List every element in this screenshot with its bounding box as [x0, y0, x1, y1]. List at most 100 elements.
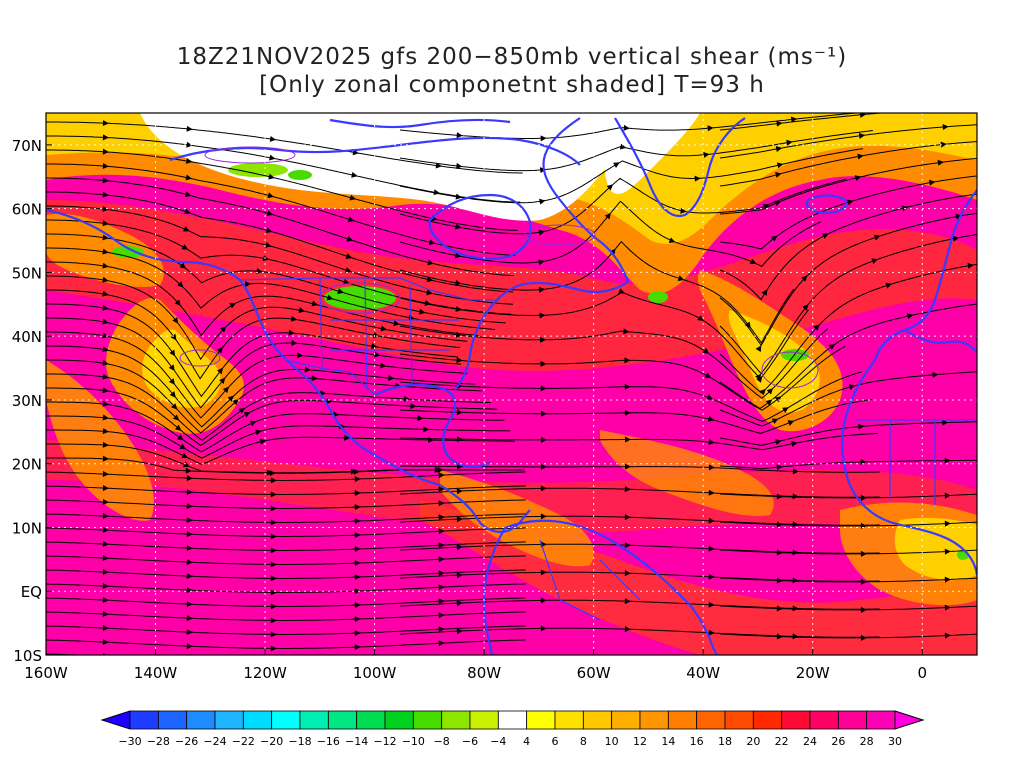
- streamline-arrow: [538, 286, 546, 293]
- streamline: [46, 387, 498, 447]
- streamline-arrow: [540, 385, 547, 392]
- streamline-arrow: [438, 514, 445, 521]
- lon-tick-label: 80W: [467, 664, 501, 682]
- streamline-arrow: [539, 198, 546, 205]
- streamline-arrow: [374, 351, 381, 358]
- streamline-arrow: [267, 192, 274, 199]
- streamline-arrow: [185, 174, 192, 181]
- shading-yellow-trough-east: [728, 310, 820, 413]
- streamline-arrow: [776, 605, 783, 612]
- streamline-arrow: [677, 275, 685, 282]
- streamline-arrow: [172, 317, 179, 324]
- streamline-arrow: [102, 513, 109, 520]
- streamline-arrow: [102, 220, 109, 227]
- streamline-arrow: [952, 235, 960, 242]
- streamline: [399, 148, 863, 204]
- streamline-arrow: [265, 227, 273, 234]
- streamline-arrow: [169, 391, 176, 398]
- streamline-arrow: [102, 318, 109, 325]
- streamline-arrow: [708, 601, 715, 608]
- streamline-arrow: [181, 244, 189, 250]
- coastline-labrador: [542, 117, 630, 283]
- streamline-arrow: [102, 455, 109, 462]
- streamline-arrow: [624, 598, 631, 605]
- streamline-arrow: [771, 418, 779, 425]
- streamline-arrow: [759, 388, 766, 396]
- colorbar-box: [129, 710, 159, 730]
- purple-contour: [524, 224, 596, 246]
- streamline: [46, 541, 526, 551]
- streamline-arrow: [102, 304, 109, 311]
- streamline: [399, 571, 880, 582]
- streamline-arrow: [177, 434, 184, 441]
- streamline-arrow: [606, 184, 614, 191]
- colorbar-label: 26: [831, 735, 845, 748]
- streamline-arrow: [708, 545, 715, 552]
- streamline-arrow: [102, 527, 109, 534]
- streamline-arrow: [456, 162, 463, 169]
- lon-tick-label: 120W: [243, 664, 287, 682]
- lon-tick-label: 60W: [577, 664, 611, 682]
- streamline: [399, 130, 873, 172]
- streamline-arrow: [604, 212, 611, 220]
- streamline: [46, 569, 526, 579]
- streamline: [399, 399, 873, 434]
- streamline-arrow: [456, 628, 463, 635]
- streamline-arrow: [371, 343, 378, 350]
- streamline-arrow: [942, 124, 949, 130]
- border-us-mexico: [284, 359, 376, 396]
- streamline-arrow: [540, 597, 547, 604]
- streamline: [46, 289, 460, 380]
- streamline-arrow: [410, 403, 417, 410]
- colorbar-box: [299, 710, 329, 730]
- colorbar-box: [667, 710, 698, 730]
- coastline-south-america-west: [482, 527, 506, 655]
- coastline-africa: [841, 359, 977, 576]
- streamline-arrow: [186, 475, 193, 482]
- border-south-america: [539, 539, 641, 621]
- lon-tick-label: 20W: [796, 664, 830, 682]
- streamline-arrow: [185, 157, 193, 164]
- streamline-arrow: [428, 239, 436, 246]
- colorbar-label: −26: [175, 735, 198, 748]
- streamline-arrow: [871, 258, 878, 264]
- streamline-arrow: [354, 546, 361, 553]
- streamline-arrow: [102, 625, 109, 632]
- streamline-arrow: [345, 253, 353, 259]
- streamline-arrow: [168, 364, 175, 372]
- streamline-arrow: [762, 203, 770, 210]
- streamline-arrow: [967, 262, 974, 269]
- colorbar-label: −22: [232, 735, 255, 748]
- streamline-arrow: [311, 300, 319, 307]
- streamline-arrow: [298, 307, 306, 314]
- streamline-arrow: [186, 517, 193, 524]
- streamline-arrow: [703, 151, 710, 158]
- colorbar-label: −28: [147, 735, 170, 748]
- streamline-arrow: [775, 439, 782, 445]
- streamline: [46, 317, 462, 409]
- streamline-arrow: [270, 533, 277, 540]
- streamline-arrow: [707, 125, 714, 132]
- streamline-arrow: [540, 436, 547, 443]
- streamline-arrow: [456, 357, 463, 364]
- streamline-arrow: [456, 572, 463, 579]
- political-borders: [239, 277, 977, 621]
- streamline: [399, 487, 880, 498]
- streamline-arrow: [232, 399, 239, 406]
- streamline-arrow: [102, 583, 109, 590]
- colorbar-label: 12: [633, 735, 647, 748]
- streamline-arrow: [540, 513, 547, 520]
- streamline-arrow: [346, 235, 354, 242]
- streamline-arrow: [249, 420, 257, 427]
- streamline: [46, 597, 526, 607]
- streamline-arrow: [102, 611, 109, 618]
- lon-tick-label: 140W: [134, 664, 178, 682]
- streamline-arrow: [102, 248, 109, 255]
- streamline-arrow: [944, 604, 951, 611]
- streamline: [399, 345, 846, 411]
- colorbar-box: [214, 710, 244, 730]
- streamline-arrow: [354, 574, 361, 581]
- streamline-arrow: [846, 199, 854, 206]
- streamline-arrow: [184, 191, 192, 198]
- streamline-arrow: [227, 395, 235, 402]
